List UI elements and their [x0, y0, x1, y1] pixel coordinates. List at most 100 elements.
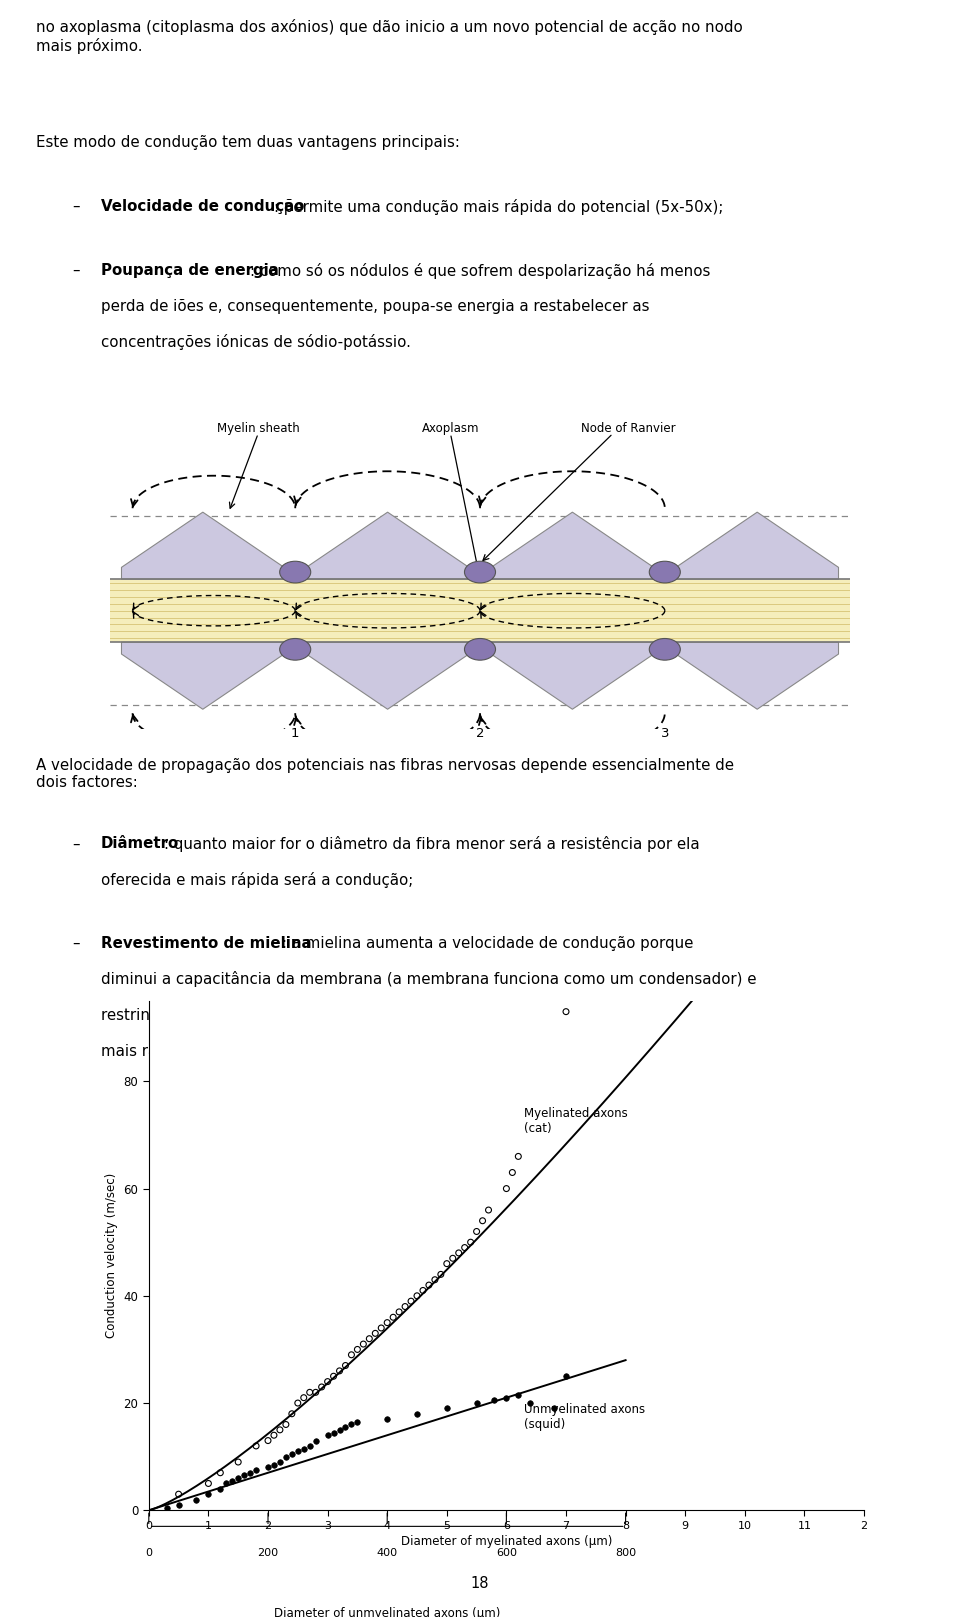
Ellipse shape	[649, 561, 681, 582]
Text: –: –	[72, 936, 80, 951]
Text: perda de iões e, consequentemente, poupa-se energia a restabelecer as: perda de iões e, consequentemente, poupa…	[101, 299, 649, 314]
Point	[273, 1416, 288, 1442]
Point	[522, 1391, 538, 1416]
Point	[511, 1143, 526, 1169]
Point	[451, 1240, 467, 1266]
Point	[379, 1310, 395, 1336]
Polygon shape	[676, 642, 838, 710]
Point	[481, 1197, 496, 1222]
Text: concentrações iónicas de sódio-potássio.: concentrações iónicas de sódio-potássio.	[101, 335, 411, 351]
Point	[468, 1219, 484, 1245]
Point	[278, 1444, 294, 1470]
Point	[344, 1412, 359, 1438]
Point	[559, 1363, 574, 1389]
Point	[445, 1245, 461, 1271]
Point	[159, 1494, 175, 1520]
Text: no axoplasma (citoplasma dos axónios) que dão inicio a um novo potencial de acçã: no axoplasma (citoplasma dos axónios) qu…	[36, 19, 743, 53]
Text: : permite uma condução mais rápida do potencial (5x-50x);: : permite uma condução mais rápida do po…	[274, 199, 723, 215]
Point	[487, 1387, 502, 1413]
Point	[260, 1428, 276, 1454]
Point	[457, 1235, 472, 1261]
Text: A velocidade de propagação dos potenciais nas fibras nervosas depende essencialm: A velocidade de propagação dos potenciai…	[36, 758, 734, 791]
Text: : quanto maior for o diâmetro da fibra menor será a resistência por ela: : quanto maior for o diâmetro da fibra m…	[164, 836, 700, 852]
Ellipse shape	[465, 639, 495, 660]
Point	[349, 1337, 365, 1363]
Point	[230, 1449, 246, 1475]
Point	[439, 1395, 454, 1421]
Point	[499, 1176, 515, 1201]
Point	[284, 1400, 300, 1426]
Polygon shape	[306, 513, 468, 579]
Point	[296, 1436, 311, 1462]
Point	[171, 1481, 186, 1507]
Text: Velocidade de condução: Velocidade de condução	[101, 199, 304, 213]
Point	[189, 1486, 204, 1512]
Point	[409, 1282, 424, 1308]
Point	[463, 1229, 478, 1255]
Point	[219, 1470, 234, 1496]
Point	[212, 1460, 228, 1486]
Point	[433, 1261, 448, 1287]
Point	[427, 1266, 443, 1292]
Text: 800: 800	[615, 1547, 636, 1557]
Polygon shape	[492, 642, 654, 710]
Y-axis label: Conduction velocity (m/sec): Conduction velocity (m/sec)	[105, 1172, 118, 1339]
Polygon shape	[306, 642, 468, 710]
Point	[439, 1250, 454, 1276]
Point	[225, 1468, 240, 1494]
Point	[249, 1457, 264, 1483]
Point	[260, 1454, 276, 1480]
Point	[325, 1363, 341, 1389]
Polygon shape	[492, 513, 654, 579]
Text: oferecida e mais rápida será a condução;: oferecida e mais rápida será a condução;	[101, 872, 413, 888]
Text: : a mielina aumenta a velocidade de condução porque: : a mielina aumenta a velocidade de cond…	[282, 936, 693, 951]
Point	[320, 1368, 335, 1394]
Text: Este modo de condução tem duas vantagens principais:: Este modo de condução tem duas vantagens…	[36, 136, 461, 150]
Text: 1: 1	[291, 728, 300, 741]
Point	[397, 1294, 413, 1319]
Point	[368, 1321, 383, 1347]
Text: Revestimento de mielina: Revestimento de mielina	[101, 936, 311, 951]
Point	[338, 1352, 353, 1378]
Point	[266, 1423, 281, 1449]
Point	[201, 1481, 216, 1507]
Point	[325, 1420, 341, 1446]
Text: 600: 600	[496, 1547, 516, 1557]
Text: 18: 18	[470, 1577, 490, 1591]
Text: Diameter of unmyelinated axons (μm): Diameter of unmyelinated axons (μm)	[274, 1607, 500, 1617]
Point	[212, 1476, 228, 1502]
Ellipse shape	[649, 639, 681, 660]
Point	[290, 1439, 305, 1465]
Polygon shape	[676, 513, 838, 579]
Text: Unmyelinated axons
(squid): Unmyelinated axons (squid)	[524, 1404, 645, 1431]
Text: 400: 400	[376, 1547, 397, 1557]
Point	[171, 1492, 186, 1518]
Text: Myelinated axons
(cat): Myelinated axons (cat)	[524, 1108, 628, 1135]
Text: Node of Ranvier: Node of Ranvier	[581, 422, 675, 435]
Polygon shape	[122, 642, 284, 710]
Point	[308, 1379, 324, 1405]
Text: restringe os potenciais aos nódulos de Ranvier. Uma fibra mielinizada chega a co: restringe os potenciais aos nódulos de R…	[101, 1007, 761, 1024]
Point	[379, 1407, 395, 1433]
Text: diminui a capacitância da membrana (a membrana funciona como um condensador) e: diminui a capacitância da membrana (a me…	[101, 972, 756, 988]
Point	[243, 1460, 258, 1486]
Point	[332, 1416, 348, 1442]
Point	[302, 1433, 318, 1459]
Point	[273, 1449, 288, 1475]
Point	[409, 1400, 424, 1426]
Point	[266, 1452, 281, 1478]
Point	[386, 1305, 401, 1331]
Point	[349, 1408, 365, 1434]
Point	[403, 1289, 419, 1315]
Text: Axoplasm: Axoplasm	[421, 422, 479, 435]
Point	[338, 1415, 353, 1441]
Point	[416, 1277, 431, 1303]
Point	[236, 1462, 252, 1488]
Point	[392, 1298, 407, 1324]
Point	[230, 1465, 246, 1491]
Ellipse shape	[465, 561, 495, 582]
FancyBboxPatch shape	[110, 579, 850, 642]
Text: : como só os nódulos é que sofrem despolarização há menos: : como só os nódulos é que sofrem despol…	[251, 264, 710, 280]
Point	[475, 1208, 491, 1234]
X-axis label: Diameter of myelinated axons (μm): Diameter of myelinated axons (μm)	[400, 1535, 612, 1547]
